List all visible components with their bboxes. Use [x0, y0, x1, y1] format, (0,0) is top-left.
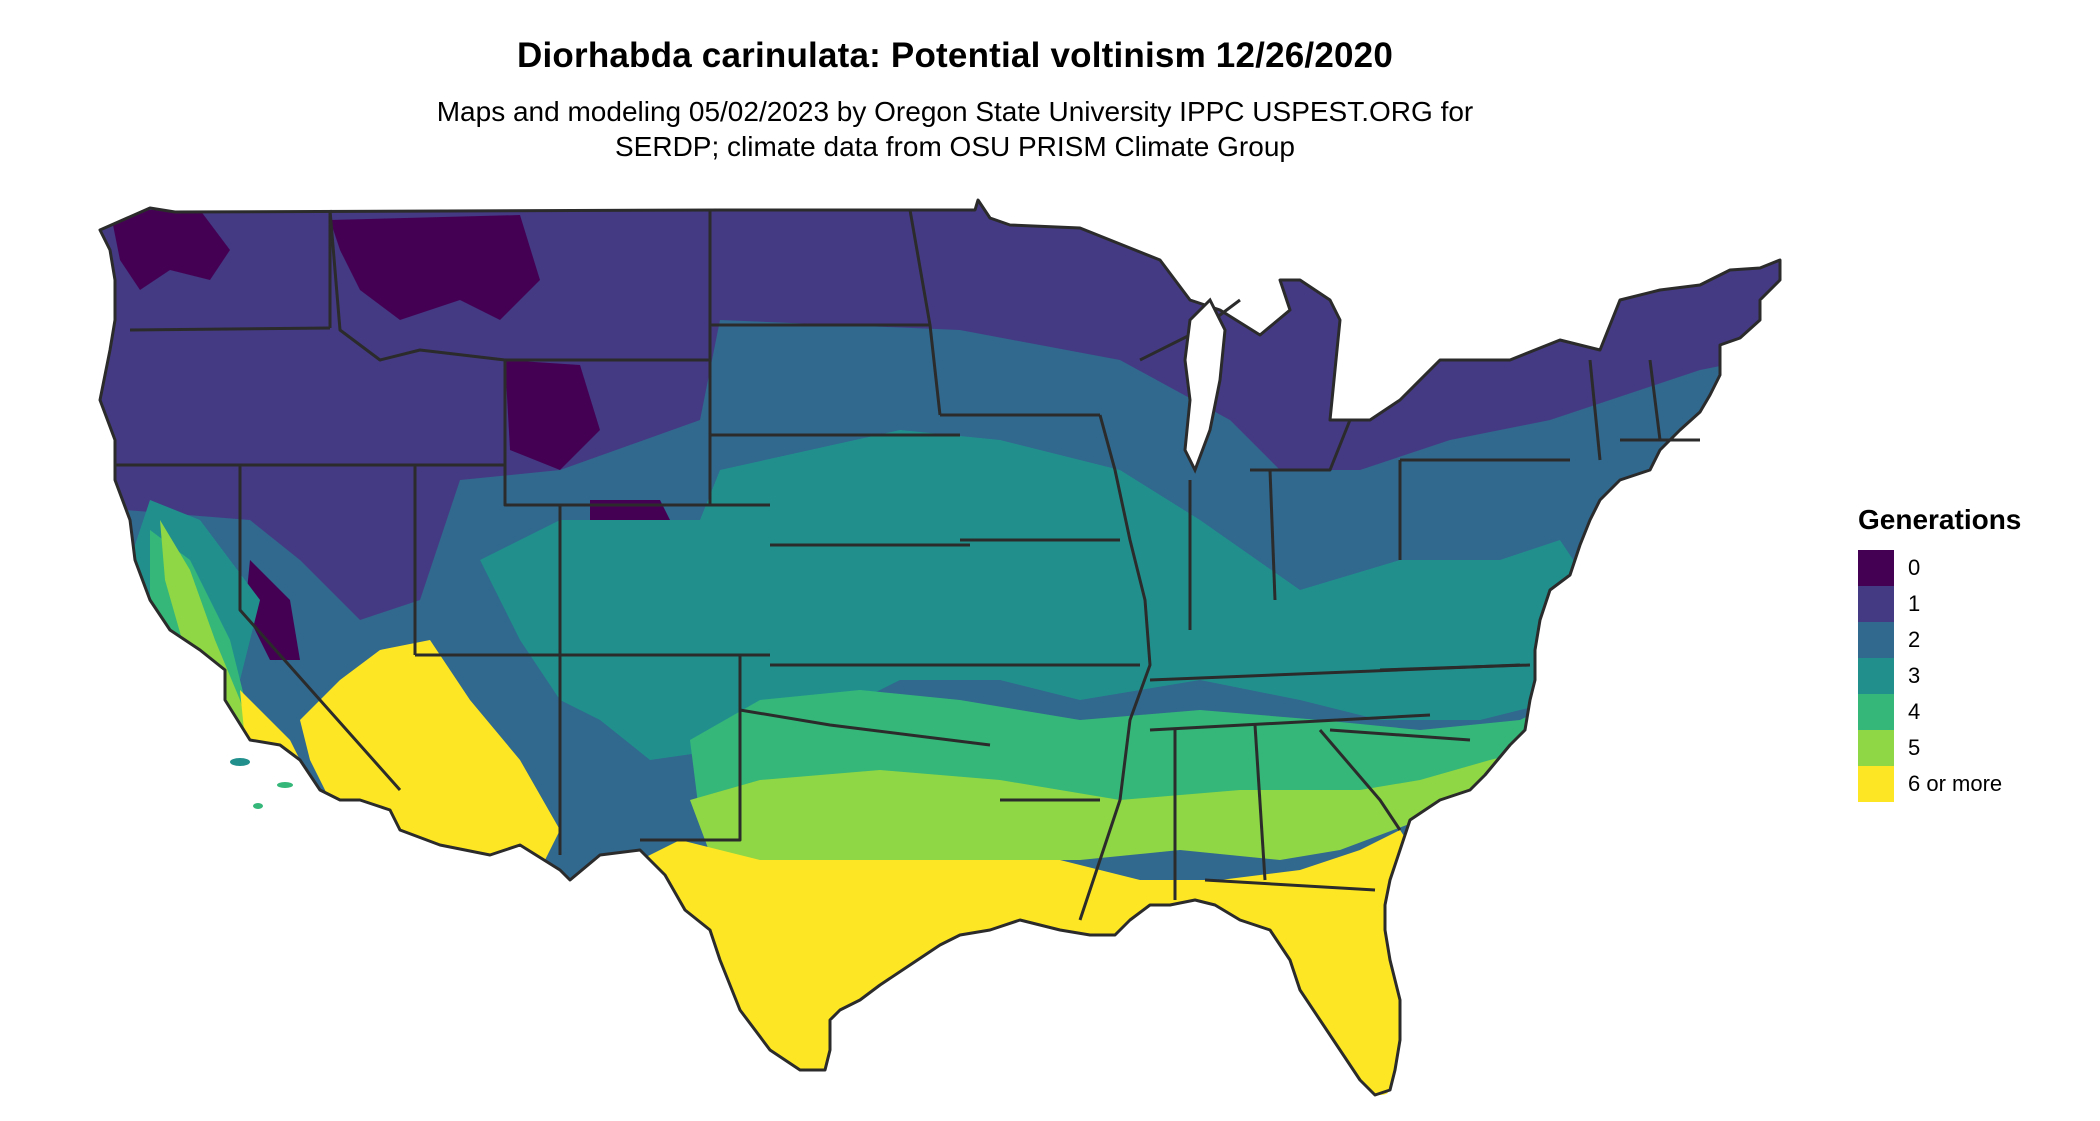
legend-title: Generations: [1858, 504, 2022, 535]
legend-item: 0: [1858, 550, 2021, 586]
subtitle-line-2: SERDP; climate data from OSU PRISM Clima…: [615, 131, 1295, 162]
subtitle-line-1: Maps and modeling 05/02/2023 by Oregon S…: [436, 96, 1474, 127]
legend-swatch: [1858, 622, 1894, 658]
legend-label: 0: [1908, 555, 1921, 580]
legend-swatch: [1858, 730, 1894, 766]
legend-item: 6 or more: [1858, 766, 2021, 802]
legend-item: 2: [1858, 622, 2021, 658]
legend-item: 3: [1858, 658, 2021, 694]
legend-item: 1: [1858, 586, 2021, 622]
map-subtitle: Maps and modeling 05/02/2023 by Oregon S…: [0, 94, 1910, 164]
legend-label: 6 or more: [1908, 771, 2003, 796]
legend-label: 3: [1908, 663, 1921, 688]
legend-swatch: [1858, 586, 1894, 622]
legend-label: 1: [1908, 591, 1921, 616]
legend-swatch: [1858, 694, 1894, 730]
legend-item: 5: [1858, 730, 2021, 766]
legend-swatch: [1858, 550, 1894, 586]
legend: Generations 0 1 2 3 4 5 6 or more: [1858, 504, 2021, 802]
map-title: Diorhabda carinulata: Potential voltinis…: [517, 36, 1393, 75]
legend-swatch: [1858, 658, 1894, 694]
legend-swatch: [1858, 766, 1894, 802]
legend-label: 5: [1908, 735, 1921, 760]
legend-label: 4: [1908, 699, 1921, 724]
legend-item: 4: [1858, 694, 2021, 730]
lake-michigan: [1183, 297, 1227, 474]
legend-label: 2: [1908, 627, 1921, 652]
legend-items: 0 1 2 3 4 5 6 or more: [1858, 550, 2021, 802]
state-borders: [98, 198, 1782, 1097]
